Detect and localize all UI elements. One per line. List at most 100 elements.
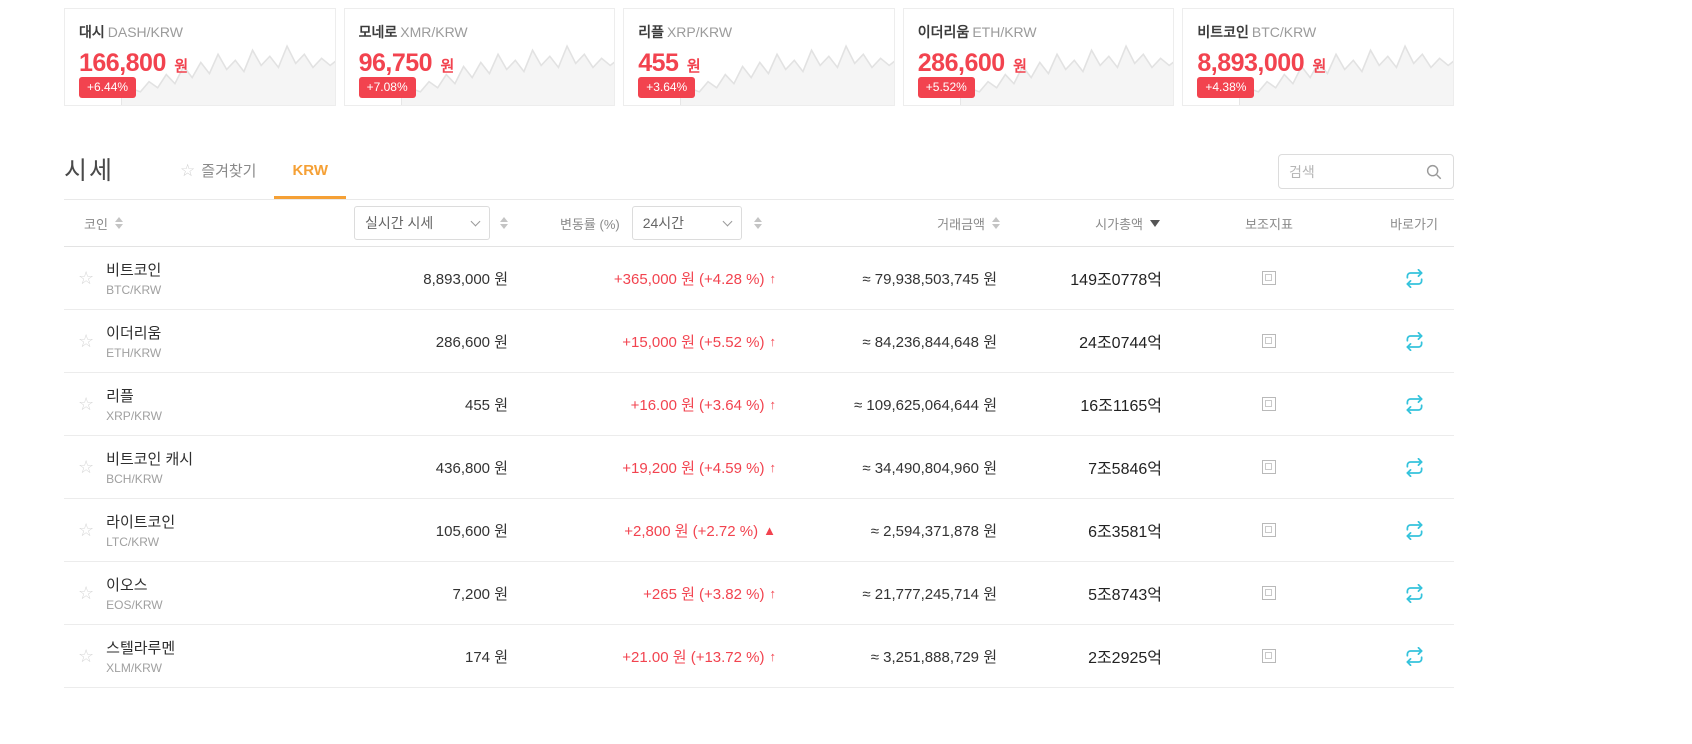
column-header-volume-label: 거래금액 — [937, 216, 985, 232]
coin-cell: ☆ 비트코인 캐시 BCH/KRW — [64, 448, 354, 486]
change-value: +265 원 (+3.82 %) — [643, 585, 765, 603]
column-header-coin-label: 코인 — [84, 216, 108, 232]
period-select[interactable]: 24시간 — [631, 206, 742, 240]
shortcut-cell — [1374, 583, 1454, 603]
change-cell: +19,200 원 (+4.59 %) ↑ — [514, 457, 784, 478]
page-title: 시세 — [64, 157, 115, 185]
volume-cell: ≈ 21,777,245,714 원 — [862, 585, 997, 603]
star-icon: ☆ — [180, 160, 196, 180]
sort-button-volume[interactable] — [992, 217, 1000, 229]
refresh-icon[interactable] — [1405, 646, 1424, 666]
table-row[interactable]: ☆ 스텔라루멘 XLM/KRW 174 원 +21.00 원 (+13.72 %… — [64, 625, 1454, 688]
refresh-icon[interactable] — [1405, 520, 1424, 540]
favorite-star-icon[interactable]: ☆ — [78, 268, 95, 288]
coin-name-block: 리플 XRP/KRW — [106, 385, 162, 423]
coin-pair: ETH/KRW — [106, 346, 162, 360]
ticker-price: 286,600 원 — [918, 49, 1160, 78]
ticker-pair: BTC/KRW — [1251, 24, 1317, 40]
search-icon[interactable] — [1425, 163, 1443, 181]
change-cell: +21.00 원 (+13.72 %) ↑ — [514, 646, 784, 667]
coin-cell: ☆ 리플 XRP/KRW — [64, 385, 354, 423]
indicator-checkbox-icon[interactable] — [1262, 334, 1276, 348]
favorite-star-icon[interactable]: ☆ — [78, 520, 95, 540]
realtime-price-select-value: 실시간 시세 — [365, 215, 434, 231]
refresh-icon[interactable] — [1405, 268, 1424, 288]
change-cell: +265 원 (+3.82 %) ↑ — [514, 583, 784, 604]
ticker-coin-name: 모네로 — [358, 24, 398, 40]
ticker-pair: XRP/KRW — [666, 24, 733, 40]
change-value: +2,800 원 (+2.72 %) — [624, 522, 759, 540]
up-arrow-icon: ↑ — [769, 648, 777, 664]
indicator-checkbox-icon[interactable] — [1262, 523, 1276, 537]
refresh-icon[interactable] — [1405, 457, 1424, 477]
sort-button-coin[interactable] — [114, 217, 123, 229]
sort-button-marketcap[interactable] — [1150, 219, 1160, 227]
ticker-price-value: 286,600 — [917, 49, 1005, 77]
indicator-checkbox-icon[interactable] — [1262, 397, 1276, 411]
indicator-cell — [1164, 334, 1374, 348]
column-header-price: 실시간 시세 — [354, 206, 514, 240]
coin-name: 리플 — [106, 388, 134, 405]
favorite-star-icon[interactable]: ☆ — [78, 583, 95, 603]
column-header-marketcap: 시가총액 — [1004, 214, 1164, 233]
coin-pair: BTC/KRW — [106, 283, 162, 297]
sparkline-chart — [959, 44, 1174, 105]
price-cell: 174 원 — [465, 648, 508, 666]
volume-cell: ≈ 3,251,888,729 원 — [870, 648, 997, 666]
sort-button-price[interactable] — [500, 217, 508, 229]
ticker-pair: XMR/KRW — [400, 24, 468, 40]
coin-cell: ☆ 이오스 EOS/KRW — [64, 574, 354, 612]
refresh-icon[interactable] — [1405, 583, 1424, 603]
price-cell: 7,200 원 — [452, 585, 508, 603]
ticker-coin-name: 대시 — [79, 24, 105, 40]
table-row[interactable]: ☆ 이오스 EOS/KRW 7,200 원 +265 원 (+3.82 %) ↑… — [64, 562, 1454, 625]
table-row[interactable]: ☆ 라이트코인 LTC/KRW 105,600 원 +2,800 원 (+2.7… — [64, 499, 1454, 562]
tab-favorites-label: 즐겨찾기 — [201, 163, 257, 180]
indicator-checkbox-icon[interactable] — [1262, 460, 1276, 474]
price-cell: 455 원 — [465, 396, 508, 414]
table-row[interactable]: ☆ 비트코인 BTC/KRW 8,893,000 원 +365,000 원 (+… — [64, 247, 1454, 310]
ticker-change-badge: +4.38% — [1197, 77, 1255, 98]
volume-cell: ≈ 34,490,804,960 원 — [862, 459, 997, 477]
marketcap-cell: 16조1165억 — [1080, 398, 1162, 415]
ticker-card[interactable]: 비트코인 BTC/KRW 8,893,000 원 +4.38% — [1182, 8, 1454, 106]
favorite-star-icon[interactable]: ☆ — [78, 394, 95, 414]
period-select-value: 24시간 — [642, 215, 685, 231]
ticker-card[interactable]: 이더리움 ETH/KRW 286,600 원 +5.52% — [902, 8, 1175, 106]
marketcap-cell: 6조3581억 — [1088, 524, 1162, 541]
table-row[interactable]: ☆ 비트코인 캐시 BCH/KRW 436,800 원 +19,200 원 (+… — [64, 436, 1454, 499]
ticker-change-badge: +5.52% — [917, 77, 975, 98]
ticker-card-header: 리플 XRP/KRW — [638, 22, 880, 42]
ticker-price: 455 원 — [638, 49, 880, 78]
ticker-card[interactable]: 대시 DASH/KRW 166,800 원 +6.44% — [64, 8, 336, 106]
ticker-card[interactable]: 모네로 XMR/KRW 96,750 원 +7.08% — [343, 8, 616, 106]
ticker-card-header: 비트코인 BTC/KRW — [1197, 22, 1439, 42]
table-row[interactable]: ☆ 이더리움 ETH/KRW 286,600 원 +15,000 원 (+5.5… — [64, 310, 1454, 373]
ticker-strip: 대시 DASH/KRW 166,800 원 +6.44% 모네로 XMR/KRW 9… — [64, 0, 1454, 106]
tab-krw[interactable]: KRW — [274, 150, 347, 199]
indicator-checkbox-icon[interactable] — [1262, 271, 1276, 285]
favorite-star-icon[interactable]: ☆ — [78, 457, 95, 477]
change-cell: +365,000 원 (+4.28 %) ↑ — [514, 268, 784, 289]
marketcap-cell: 5조8743억 — [1088, 587, 1162, 604]
ticker-coin-name: 리플 — [638, 24, 664, 40]
refresh-icon[interactable] — [1405, 331, 1424, 351]
indicator-checkbox-icon[interactable] — [1262, 586, 1276, 600]
column-header-volume: 거래금액 — [784, 214, 1004, 233]
favorite-star-icon[interactable]: ☆ — [78, 331, 95, 351]
realtime-price-select[interactable]: 실시간 시세 — [354, 206, 490, 240]
column-header-change-label: 변동률 (%) — [560, 216, 620, 232]
tab-favorites[interactable]: ☆ 즐겨찾기 — [162, 150, 274, 199]
ticker-price: 166,800 원 — [79, 49, 321, 78]
ticker-card[interactable]: 리플 XRP/KRW 455 원 +3.64% — [623, 8, 895, 106]
indicator-checkbox-icon[interactable] — [1262, 649, 1276, 663]
search-input[interactable] — [1289, 163, 1425, 180]
change-cell: +15,000 원 (+5.52 %) ↑ — [514, 331, 784, 352]
main-content: 대시 DASH/KRW 166,800 원 +6.44% 모네로 XMR/KRW 9… — [64, 0, 1454, 688]
favorite-star-icon[interactable]: ☆ — [78, 646, 95, 666]
refresh-icon[interactable] — [1405, 394, 1424, 414]
ticker-change-badge: +6.44% — [79, 77, 137, 98]
table-row[interactable]: ☆ 리플 XRP/KRW 455 원 +16.00 원 (+3.64 %) ↑ … — [64, 373, 1454, 436]
sort-button-change[interactable] — [753, 217, 762, 229]
coin-pair: EOS/KRW — [106, 598, 163, 612]
